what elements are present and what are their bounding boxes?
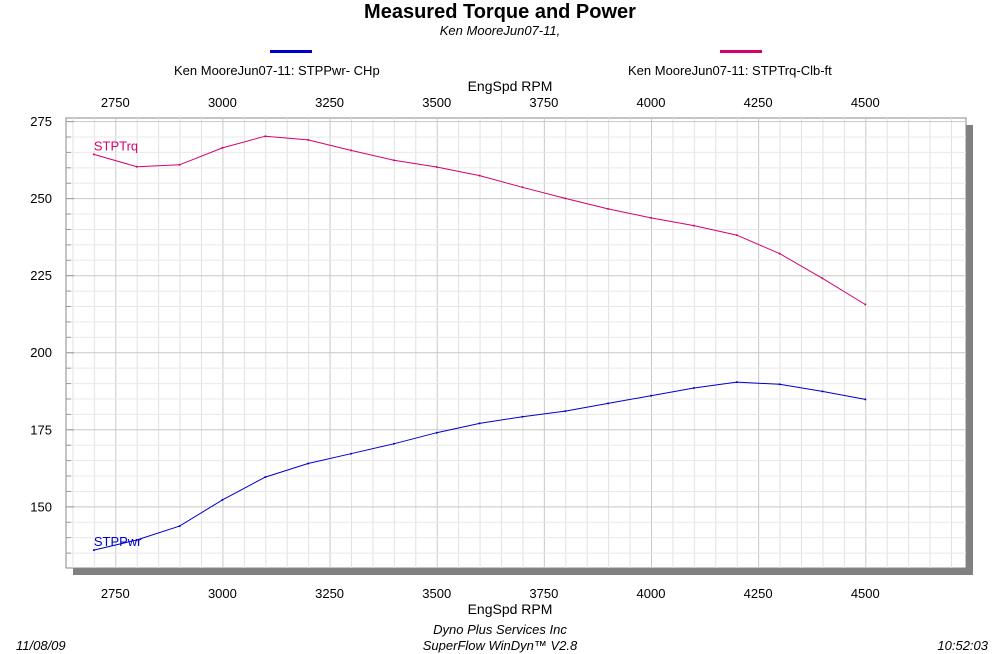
data-point-stppwr bbox=[650, 394, 652, 397]
data-point-stppwr bbox=[307, 462, 310, 465]
data-point-stppwr bbox=[92, 549, 95, 552]
legend-label-torque: Ken MooreJun07-11: STPTrq-Clb-ft bbox=[628, 63, 832, 78]
data-point-stptrq bbox=[864, 303, 867, 306]
data-point-stptrq bbox=[735, 234, 738, 237]
data-point-stppwr bbox=[221, 498, 224, 501]
data-point-stppwr bbox=[778, 383, 781, 386]
x-tick-label-bottom: 4250 bbox=[744, 586, 773, 601]
data-point-stptrq bbox=[564, 197, 567, 200]
data-point-stptrq bbox=[264, 135, 267, 138]
footer-time: 10:52:03 bbox=[937, 638, 988, 653]
data-point-stptrq bbox=[778, 252, 781, 255]
chart-subtitle: Ken MooreJun07-11, bbox=[439, 23, 561, 38]
x-tick-label-bottom: 4500 bbox=[851, 586, 880, 601]
data-point-stppwr bbox=[692, 387, 695, 389]
x-tick-label-top: 3250 bbox=[315, 95, 344, 110]
legend-label-power: Ken MooreJun07-11: STPPwr- CHp bbox=[174, 63, 380, 78]
y-tick-label: 150 bbox=[30, 499, 52, 514]
chart-title: Measured Torque and Power bbox=[364, 1, 636, 23]
series-label-stptrq: STPTrq bbox=[94, 138, 138, 153]
series-label-stppwr: STPPwr bbox=[94, 534, 142, 549]
data-point-stptrq bbox=[135, 165, 138, 168]
data-point-stppwr bbox=[392, 442, 395, 445]
y-tick-label: 250 bbox=[30, 191, 52, 206]
y-tick-label: 275 bbox=[30, 114, 52, 129]
x-tick-label-top: 3750 bbox=[529, 95, 558, 110]
y-tick-label: 225 bbox=[30, 268, 52, 283]
data-point-stptrq bbox=[392, 159, 395, 162]
data-point-stppwr bbox=[264, 476, 267, 479]
x-tick-label-top: 3000 bbox=[208, 95, 237, 110]
data-point-stptrq bbox=[221, 146, 224, 149]
footer-software: SuperFlow WinDyn™ V2.8 bbox=[422, 638, 578, 653]
x-axis-label-bottom: EngSpd RPM bbox=[467, 601, 553, 617]
data-point-stptrq bbox=[350, 149, 352, 152]
data-point-stppwr bbox=[478, 422, 481, 425]
footer-date: 11/08/09 bbox=[16, 638, 66, 653]
x-tick-label-top: 4500 bbox=[851, 95, 880, 110]
data-point-stppwr bbox=[821, 390, 824, 393]
x-tick-label-top: 4000 bbox=[637, 95, 666, 110]
footer-company: Dyno Plus Services Inc bbox=[433, 622, 567, 637]
y-tick-label: 200 bbox=[30, 345, 52, 360]
x-tick-label-bottom: 2750 bbox=[101, 586, 130, 601]
x-tick-label-bottom: 3000 bbox=[208, 586, 237, 601]
data-point-stptrq bbox=[478, 174, 481, 177]
x-tick-label-top: 4250 bbox=[744, 95, 773, 110]
data-point-stptrq bbox=[692, 224, 695, 227]
data-point-stppwr bbox=[521, 415, 524, 418]
data-point-stppwr bbox=[864, 398, 867, 401]
data-point-stptrq bbox=[307, 138, 310, 141]
data-point-stppwr bbox=[564, 410, 567, 413]
data-point-stppwr bbox=[178, 525, 181, 528]
legend-swatch-power bbox=[270, 50, 312, 53]
data-point-stppwr bbox=[735, 381, 738, 384]
x-axis-label-top: EngSpd RPM bbox=[467, 78, 553, 94]
legend-swatch-torque bbox=[720, 50, 762, 53]
x-tick-label-bottom: 3500 bbox=[422, 586, 451, 601]
data-point-stptrq bbox=[650, 216, 652, 219]
x-tick-label-top: 3500 bbox=[422, 95, 451, 110]
data-point-stptrq bbox=[435, 166, 438, 168]
data-point-stppwr bbox=[607, 402, 610, 405]
x-tick-label-top: 2750 bbox=[101, 95, 130, 110]
data-point-stptrq bbox=[92, 153, 95, 156]
x-tick-label-bottom: 4000 bbox=[637, 586, 666, 601]
x-tick-label-bottom: 3250 bbox=[315, 586, 344, 601]
data-point-stptrq bbox=[521, 186, 524, 189]
data-point-stppwr bbox=[435, 431, 438, 434]
data-point-stppwr bbox=[135, 539, 138, 541]
y-tick-label: 175 bbox=[30, 422, 52, 437]
data-point-stptrq bbox=[821, 277, 824, 280]
data-point-stptrq bbox=[178, 163, 181, 166]
data-point-stptrq bbox=[607, 207, 610, 210]
x-tick-label-bottom: 3750 bbox=[529, 586, 558, 601]
data-point-stppwr bbox=[350, 452, 352, 455]
plot-frame bbox=[65, 117, 967, 569]
